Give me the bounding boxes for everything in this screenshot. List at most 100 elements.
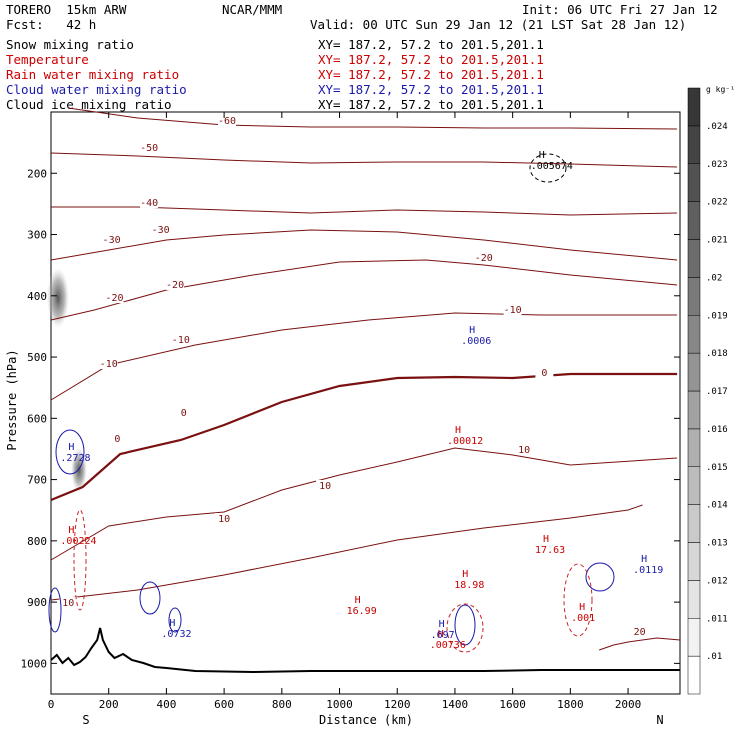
contour-label-bg [215,513,234,524]
maximum-value-label: .0006 [461,336,491,347]
colorbar-segment [687,542,701,581]
contour-label-bg [59,597,78,608]
y-axis-title: Pressure (hPa) [5,349,19,450]
south-end-label: S [82,713,89,727]
mixing-ratio-contour [48,587,62,633]
colorbar-segment [687,163,701,202]
colorbar-tick-label: .013 [706,539,728,549]
mixing-ratio-contour [563,563,593,637]
contour-label-bg [166,279,185,290]
colorbar-segment [687,201,701,240]
x-tick-label: 800 [272,698,292,711]
colorbar-tick-label: .018 [706,349,728,359]
colorbar-segment [687,277,701,316]
center-name: NCAR/MMM [222,2,283,17]
temperature-contour-label: 10 [518,445,530,456]
colorbar-tick-label: .024 [706,122,728,132]
x-tick-label: 200 [99,698,119,711]
colorbar-segment [687,466,701,505]
field-xy-cloud-ice: XY= 187.2, 57.2 to 201.5,201.1 [318,97,544,112]
mixing-ratio-contour [454,604,476,646]
field-label-snow: Snow mixing ratio [6,37,134,52]
maximum-value-label: .697 [431,630,455,641]
y-tick-label: 600 [27,412,47,425]
model-title: TORERO 15km ARW [6,2,127,17]
maximum-value-label: .00736 [430,640,466,651]
plot-frame [50,111,681,695]
colorbar-segment [687,390,701,430]
maximum-value-label: .005674 [531,161,573,172]
maximum-value-label: 18.98 [454,580,484,591]
temperature-contour [50,447,678,561]
colorbar-tick-label: .019 [706,311,728,321]
colorbar-segment [687,239,701,278]
temperature-contour-label: 10 [62,598,74,609]
colorbar-tick-label: .014 [706,501,728,511]
temperature-contour-label: -30 [152,225,170,236]
snow-shading-upper [47,268,69,328]
colorbar-segment [687,125,701,164]
contour-label-bg [151,224,170,235]
field-xy-cloud-water: XY= 187.2, 57.2 to 201.5,201.1 [318,82,544,97]
temperature-contour-label: 0 [541,368,547,379]
y-tick-label: 400 [27,290,47,303]
temperature-contour [599,637,681,651]
temperature-contour-label: -20 [475,253,493,264]
forecast-hour: Fcst: 42 h [6,17,97,32]
colorbar-tick-label: .023 [706,160,728,170]
x-tick-label: 600 [214,698,234,711]
contour-label-bg [140,197,159,208]
field-label-cloud-water: Cloud water mixing ratio [6,82,187,97]
x-tick-label: 1800 [557,698,584,711]
field-xy-rain: XY= 187.2, 57.2 to 201.5,201.1 [318,67,544,82]
temperature-contour-label: -60 [218,116,236,127]
x-tick-label: 1200 [384,698,411,711]
maximum-value-label: .2728 [60,453,90,464]
colorbar-unit: g kg⁻¹ [706,85,735,94]
temperature-contour [50,259,678,321]
colorbar-tick-label: .015 [706,463,728,473]
x-tick-label: 400 [156,698,176,711]
temperature-contour-label: 0 [181,408,187,419]
temperature-contour-label: -40 [140,198,158,209]
field-label-cloud-ice: Cloud ice mixing ratio [6,97,172,112]
maximum-value-label: .0732 [161,629,191,640]
colorbar-tick-label: .011 [706,614,728,624]
colorbar-segment [687,504,701,543]
colorbar-segment [687,315,701,354]
temperature-contour [50,504,643,601]
field-label-rain: Rain water mixing ratio [6,67,180,82]
maximum-value-label: .0119 [633,565,663,576]
colorbar-tick-label: .012 [706,576,728,586]
contour-label-bg [535,367,554,378]
mixing-ratio-contour [446,603,484,653]
colorbar-tick-label: .016 [706,425,728,435]
y-tick-label: 800 [27,535,47,548]
y-tick-label: 500 [27,351,47,364]
y-tick-label: 1000 [21,657,48,670]
contour-label-bg [474,252,493,263]
contour-label-bg [171,334,190,345]
terrain-line [50,627,680,674]
colorbar-tick-label: .01 [706,652,722,662]
mixing-ratio-contour [168,607,182,633]
north-end-label: N [656,713,663,727]
mixing-ratio-contour [139,581,161,615]
temperature-contour [50,312,678,401]
contour-label-bg [140,142,159,153]
temperature-contour-label: 10 [319,481,331,492]
y-tick-label: 900 [27,596,47,609]
maximum-marker: H [68,525,74,536]
maximum-marker: H [68,442,74,453]
field-xy-snow: XY= 187.2, 57.2 to 201.5,201.1 [318,37,544,52]
x-tick-label: 1000 [326,698,353,711]
colorbar-segment [687,428,701,467]
temperature-contour [68,107,678,130]
init-time: Init: 06 UTC Fri 27 Jan 12 [522,2,718,17]
maximum-marker: H [355,595,361,606]
temperature-contour [50,152,678,168]
colorbar-segment [687,352,701,392]
maximum-value-label: 17.63 [535,545,565,556]
x-tick-label: 1400 [442,698,469,711]
